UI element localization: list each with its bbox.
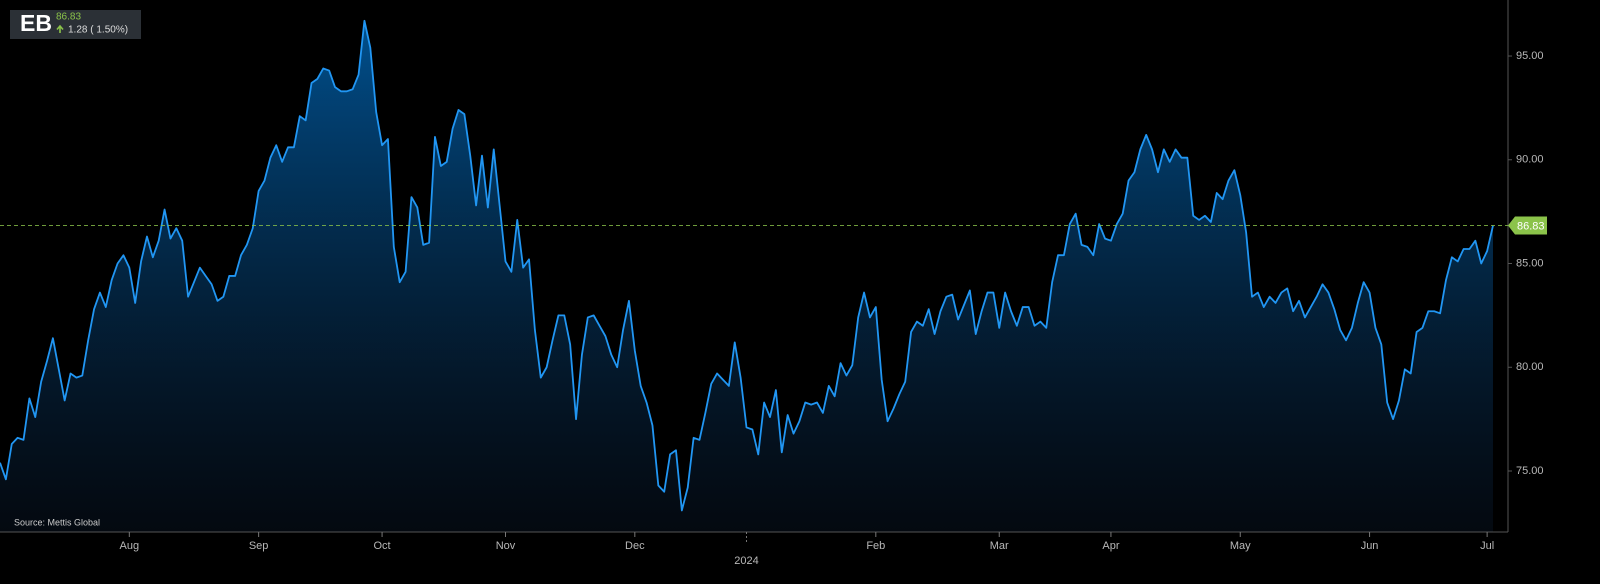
- ticker-box: [10, 10, 141, 39]
- y-tick-label: 75.00: [1516, 465, 1544, 477]
- x-tick-label: Sep: [249, 540, 269, 552]
- area-fill: [0, 20, 1493, 532]
- x-tick-label: Aug: [120, 540, 140, 552]
- plot-area: [0, 19, 1494, 532]
- x-tick-label: Mar: [990, 540, 1009, 552]
- x-tick-label: Feb: [866, 540, 885, 552]
- source-note: Source: Mettis Global: [14, 517, 100, 527]
- x-tick-label: Dec: [625, 540, 645, 552]
- last-value-label: 86.83: [1517, 220, 1545, 232]
- x-tick-label: Oct: [374, 540, 391, 552]
- price-line: [0, 19, 1494, 512]
- y-tick-label: 90.00: [1516, 154, 1544, 166]
- x-tick-label: Nov: [496, 540, 516, 552]
- ticker-symbol: EB: [20, 10, 52, 36]
- ticker-price: 86.83: [56, 12, 81, 23]
- last-value-tag: [1508, 216, 1547, 235]
- x-tick-label: May: [1230, 540, 1251, 552]
- ticker-change: 1.28 ( 1.50%): [68, 25, 128, 36]
- x-year-label: 2024: [734, 555, 758, 567]
- x-tick-label: Jul: [1480, 540, 1494, 552]
- y-tick-label: 95.00: [1516, 50, 1544, 62]
- y-tick-label: 80.00: [1516, 361, 1544, 373]
- up-arrow-icon: [56, 24, 64, 33]
- x-tick-label: Jun: [1361, 540, 1379, 552]
- x-tick-label: Apr: [1102, 540, 1119, 552]
- y-tick-label: 85.00: [1516, 257, 1544, 269]
